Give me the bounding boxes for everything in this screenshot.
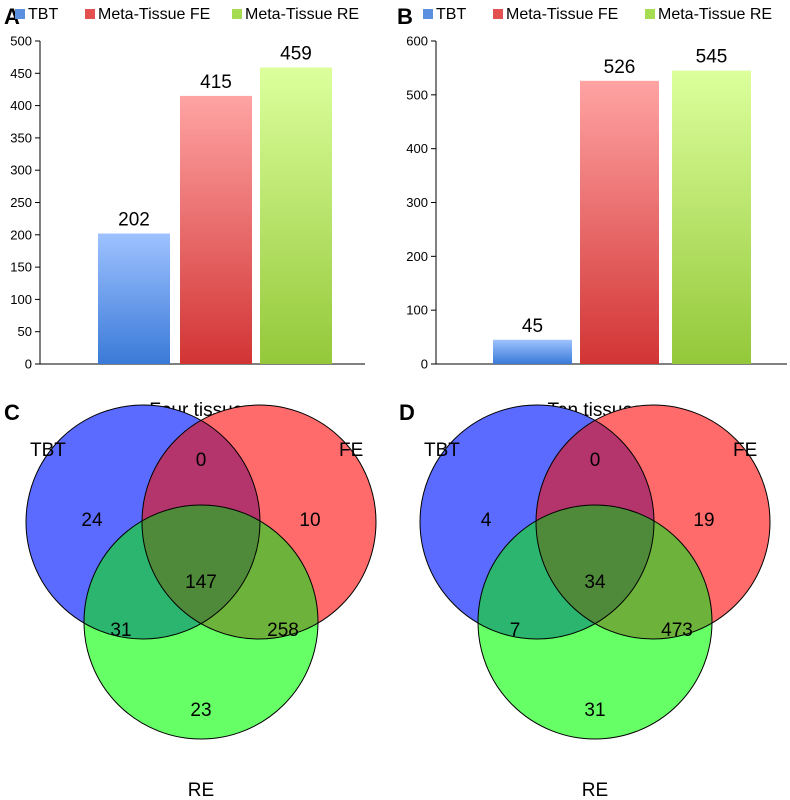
- venn-count-tbt-only-d: 4: [481, 510, 492, 531]
- legend-swatch-a-3: [232, 9, 242, 19]
- venn-count-fe-only-c: 10: [299, 510, 320, 531]
- legend-label-a-3: Meta-Tissue RE: [245, 6, 359, 23]
- venn-count-fe-re-c: 258: [267, 620, 299, 641]
- legend-label-b-2: Meta-Tissue FE: [506, 6, 618, 23]
- legend-swatch-b-3: [645, 9, 655, 19]
- legend-swatch-a-2: [85, 9, 95, 19]
- venn-diagram-d: Ten tissues TBT FE RE 4 0 19 34 7 473 31: [419, 400, 771, 800]
- y-tick-label-a: 150: [10, 260, 32, 275]
- data-label-b-3: 545: [696, 47, 728, 68]
- data-label-a-2: 415: [200, 72, 232, 93]
- legend-swatch-b-1: [423, 9, 433, 19]
- legend-label-b-3: Meta-Tissue RE: [658, 6, 772, 23]
- bar-a-3: [260, 67, 332, 365]
- y-tick-label-a: 350: [10, 130, 32, 145]
- venn-count-tbt-re-c: 31: [110, 620, 131, 641]
- venn-count-all-d: 34: [584, 572, 606, 593]
- y-tick-label-a: 450: [10, 66, 32, 81]
- panel-letter-b: B: [397, 4, 413, 29]
- venn-diagram-c: Four tissues TBT FE RE 24 0 10 147 31 25…: [25, 400, 377, 800]
- y-tick-label-a: 400: [10, 98, 32, 113]
- bar-b-2: [580, 80, 659, 364]
- y-tick-label-a: 50: [18, 324, 32, 339]
- venn-set-label-tbt-c: TBT: [30, 440, 66, 461]
- venn-set-label-tbt-d: TBT: [424, 440, 460, 461]
- venn-count-tbt-fe-d: 0: [590, 450, 601, 471]
- venn-count-all-c: 147: [185, 572, 217, 593]
- venn-count-tbt-fe-c: 0: [196, 450, 207, 471]
- y-tick-label-b: 300: [406, 195, 428, 210]
- legend-swatch-b-2: [493, 9, 503, 19]
- y-tick-label-b: 200: [406, 249, 428, 264]
- venn-set-label-fe-c: FE: [339, 440, 363, 461]
- venn-count-tbt-re-d: 7: [510, 620, 521, 641]
- data-label-b-2: 526: [604, 57, 636, 78]
- bar-chart-a: 0 50 100 150 200 250 300 350 400 450 500 202 415 459 T…: [10, 6, 365, 372]
- data-label-a-1: 202: [118, 210, 150, 231]
- y-tick-label-b: 400: [406, 141, 428, 156]
- y-tick-label-b: 100: [406, 303, 428, 318]
- y-tick-label-a: 300: [10, 163, 32, 178]
- bar-b-1: [493, 339, 572, 364]
- venn-set-label-re-d: RE: [582, 780, 608, 800]
- panel-letter-d: D: [399, 400, 415, 425]
- bar-a-2: [180, 95, 252, 364]
- legend-label-a-2: Meta-Tissue FE: [98, 6, 210, 23]
- venn-count-re-only-d: 31: [584, 700, 605, 721]
- bar-b-3: [672, 70, 751, 364]
- venn-set-label-fe-d: FE: [733, 440, 757, 461]
- legend-label-b-1: TBT: [436, 6, 466, 23]
- data-label-a-3: 459: [280, 43, 312, 64]
- venn-count-fe-re-d: 473: [661, 620, 693, 641]
- bar-chart-b: 0 100 200 300 400 500 600 45 526 545 TBT Meta-Tissu…: [406, 6, 787, 372]
- legend-swatch-a-1: [15, 9, 25, 19]
- y-tick-label-b: 600: [406, 34, 428, 49]
- y-tick-label-b: 500: [406, 87, 428, 102]
- y-tick-label-a: 100: [10, 292, 32, 307]
- y-tick-label-b: 0: [421, 357, 428, 372]
- venn-set-label-re-c: RE: [188, 780, 214, 800]
- legend-label-a-1: TBT: [28, 6, 58, 23]
- y-tick-label-a: 500: [10, 34, 32, 49]
- y-tick-label-a: 0: [25, 357, 32, 372]
- venn-count-tbt-only-c: 24: [81, 510, 103, 531]
- data-label-b-1: 45: [522, 316, 543, 337]
- bar-a-1: [98, 233, 170, 364]
- y-tick-label-a: 250: [10, 195, 32, 210]
- venn-count-re-only-c: 23: [190, 700, 211, 721]
- y-tick-label-a: 200: [10, 227, 32, 242]
- panel-letter-c: C: [4, 400, 20, 425]
- venn-count-fe-only-d: 19: [693, 510, 714, 531]
